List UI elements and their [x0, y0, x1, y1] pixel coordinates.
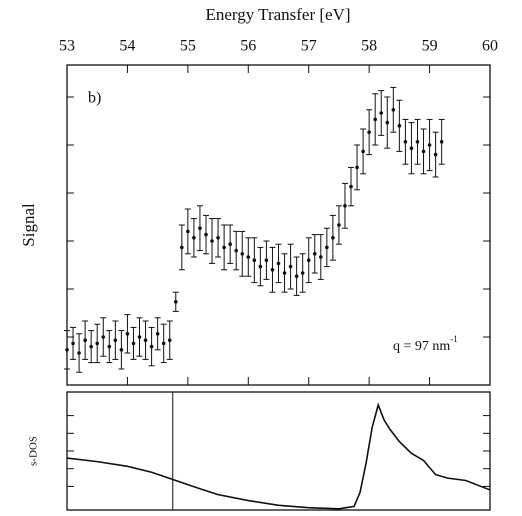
data-point: [65, 348, 69, 352]
data-point: [300, 271, 305, 275]
data-point: [312, 252, 317, 256]
data-point: [331, 236, 335, 240]
data-point: [415, 140, 420, 144]
data-point: [421, 149, 426, 154]
data-point: [349, 184, 353, 189]
data-point: [228, 242, 232, 246]
data-point: [343, 204, 347, 208]
data-point: [143, 338, 148, 343]
data-point: [137, 335, 142, 339]
data-point: [246, 255, 251, 259]
data-point: [71, 341, 75, 346]
x-tick-label: 54: [119, 38, 135, 55]
data-point: [161, 341, 166, 346]
x-tick-label: 58: [361, 38, 377, 55]
data-point: [391, 108, 396, 112]
annotation-superscript: -1: [450, 334, 458, 344]
plot-frame: [66, 391, 491, 511]
data-point: [173, 300, 178, 304]
data-point: [258, 264, 263, 269]
data-point: [294, 274, 299, 279]
data-point: [306, 258, 311, 263]
data-point: [155, 332, 160, 336]
data-point: [433, 152, 438, 157]
data-point: [439, 140, 444, 144]
data-point: [149, 344, 154, 349]
data-point: [180, 245, 184, 250]
data-point: [319, 255, 323, 259]
data-point: [282, 271, 287, 275]
data-point: [198, 226, 202, 230]
data-point: [101, 335, 106, 339]
data-point: [222, 245, 226, 250]
annotation: q = 97 nm-1: [393, 334, 458, 354]
data-point: [107, 344, 112, 349]
x-tick-label: 57: [301, 38, 317, 55]
data-point: [167, 338, 172, 343]
x-axis-title: Energy Transfer [eV]: [205, 5, 350, 24]
data-point: [270, 268, 275, 272]
line: [66, 402, 491, 510]
data-point: [186, 229, 190, 234]
data-point: [325, 245, 329, 250]
data-point: [204, 232, 208, 237]
data-point: [361, 149, 365, 154]
data-point: [240, 252, 245, 256]
data-point: [83, 338, 87, 343]
x-tick-label: 53: [59, 38, 75, 55]
x-tick-label: 56: [240, 38, 256, 55]
data-point: [264, 258, 269, 263]
x-tick-label: 59: [422, 38, 438, 55]
data-point: [385, 120, 390, 125]
data-point: [77, 351, 81, 355]
data-point: [373, 117, 377, 122]
panel-label: b): [88, 90, 101, 107]
data-point: [379, 111, 384, 115]
data-point: [355, 165, 359, 170]
data-point: [192, 236, 196, 240]
plot-frame: [66, 64, 491, 386]
annotation-text: q = 97 nm: [393, 339, 450, 354]
data-point: [427, 143, 432, 147]
data-point: [252, 258, 257, 263]
x-tick-label: 60: [482, 38, 498, 55]
data-point: [234, 248, 238, 253]
data-point: [367, 130, 371, 134]
data-point: [210, 239, 214, 243]
data-point: [89, 344, 93, 349]
data-point: [119, 348, 124, 352]
data-point: [409, 146, 414, 150]
data-point: [403, 140, 408, 144]
y-axis-title: s-DOS: [28, 436, 40, 466]
data-point: [397, 124, 402, 128]
x-tick-label: 55: [180, 38, 196, 55]
data-point: [113, 338, 118, 343]
data-point: [288, 264, 293, 269]
data-point: [125, 332, 130, 336]
data-point: [337, 223, 341, 227]
data-point: [276, 261, 281, 266]
data-point: [216, 236, 220, 240]
data-point: [131, 341, 136, 346]
y-axis-title: Signal: [19, 203, 38, 247]
data-point: [95, 341, 100, 346]
